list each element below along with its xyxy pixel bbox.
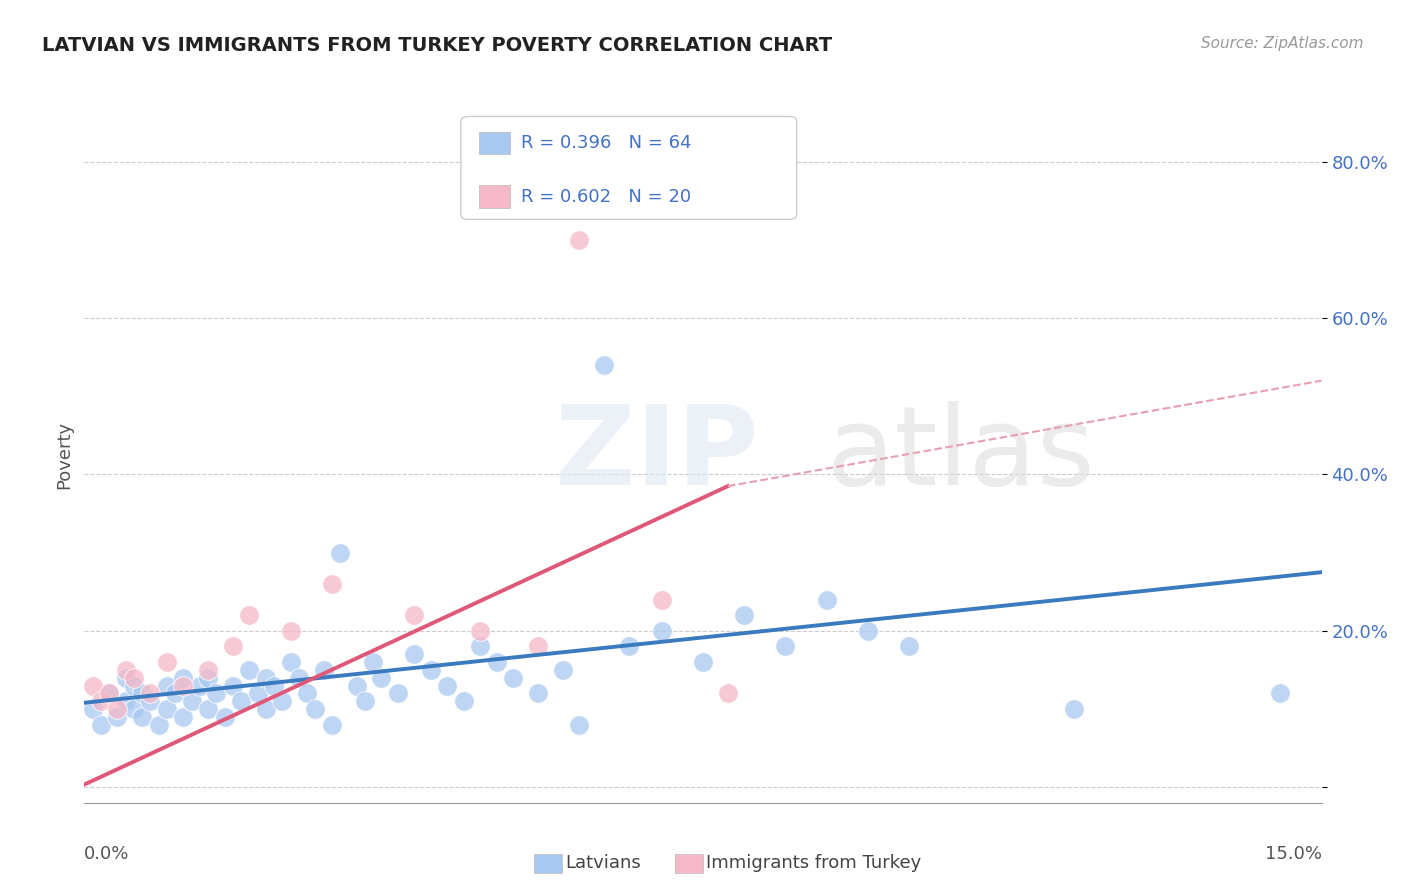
Point [222,679,245,693]
Point [593,358,616,372]
Point [122,671,145,685]
Text: 0.0%: 0.0% [84,845,129,863]
Point [180,694,202,708]
Point [346,679,368,693]
Point [717,686,740,700]
Point [98,686,121,700]
Point [139,694,162,708]
Point [329,546,352,560]
Point [1063,702,1085,716]
Point [222,640,245,654]
Point [312,663,335,677]
Point [651,592,673,607]
Point [370,671,392,685]
Text: Source: ZipAtlas.com: Source: ZipAtlas.com [1201,36,1364,51]
Point [404,647,426,661]
Point [651,624,673,638]
Point [197,671,219,685]
Text: LATVIAN VS IMMIGRANTS FROM TURKEY POVERTY CORRELATION CHART: LATVIAN VS IMMIGRANTS FROM TURKEY POVERT… [42,36,832,54]
Point [197,663,219,677]
Text: 15.0%: 15.0% [1264,845,1322,863]
Point [131,686,153,700]
Point [419,663,441,677]
Point [172,710,194,724]
Point [165,686,187,700]
Point [361,655,384,669]
Point [238,663,260,677]
Point [139,686,162,700]
Point [404,608,426,623]
Point [229,694,252,708]
Point [527,686,550,700]
Point [82,702,104,716]
Point [733,608,755,623]
Point [172,671,194,685]
Point [114,663,136,677]
Text: atlas: atlas [827,401,1095,508]
Point [131,710,153,724]
Point [156,702,179,716]
Point [321,577,343,591]
Y-axis label: Poverty: Poverty [55,421,73,489]
Point [568,233,591,247]
Text: R = 0.602   N = 20: R = 0.602 N = 20 [522,187,692,205]
Point [568,717,591,731]
Point [122,702,145,716]
Point [775,640,797,654]
Point [692,655,714,669]
Point [188,679,211,693]
Text: Immigrants from Turkey: Immigrants from Turkey [706,854,921,871]
Point [280,655,302,669]
Text: ZIP: ZIP [554,401,758,508]
Point [815,592,838,607]
Text: R = 0.396   N = 64: R = 0.396 N = 64 [522,134,692,152]
Point [502,671,524,685]
Point [470,640,492,654]
Point [353,694,375,708]
Point [453,694,475,708]
Point [263,679,285,693]
Point [148,717,170,731]
Point [246,686,269,700]
Point [254,702,277,716]
Point [280,624,302,638]
Point [105,702,128,716]
Point [551,663,574,677]
Point [485,655,508,669]
Point [898,640,921,654]
Point [856,624,879,638]
Point [205,686,228,700]
Point [271,694,294,708]
Point [105,710,128,724]
Point [288,671,311,685]
Point [1270,686,1292,700]
Point [470,624,492,638]
Point [197,702,219,716]
Point [527,640,550,654]
Point [304,702,326,716]
Point [387,686,409,700]
Point [321,717,343,731]
Point [156,655,179,669]
Point [90,694,112,708]
Point [214,710,236,724]
Point [172,679,194,693]
Point [238,608,260,623]
Point [295,686,318,700]
Point [90,717,112,731]
Text: Latvians: Latvians [565,854,641,871]
Point [98,686,121,700]
Point [114,671,136,685]
Point [122,679,145,693]
Point [436,679,458,693]
Point [82,679,104,693]
Point [617,640,640,654]
Point [254,671,277,685]
Point [114,694,136,708]
Point [156,679,179,693]
